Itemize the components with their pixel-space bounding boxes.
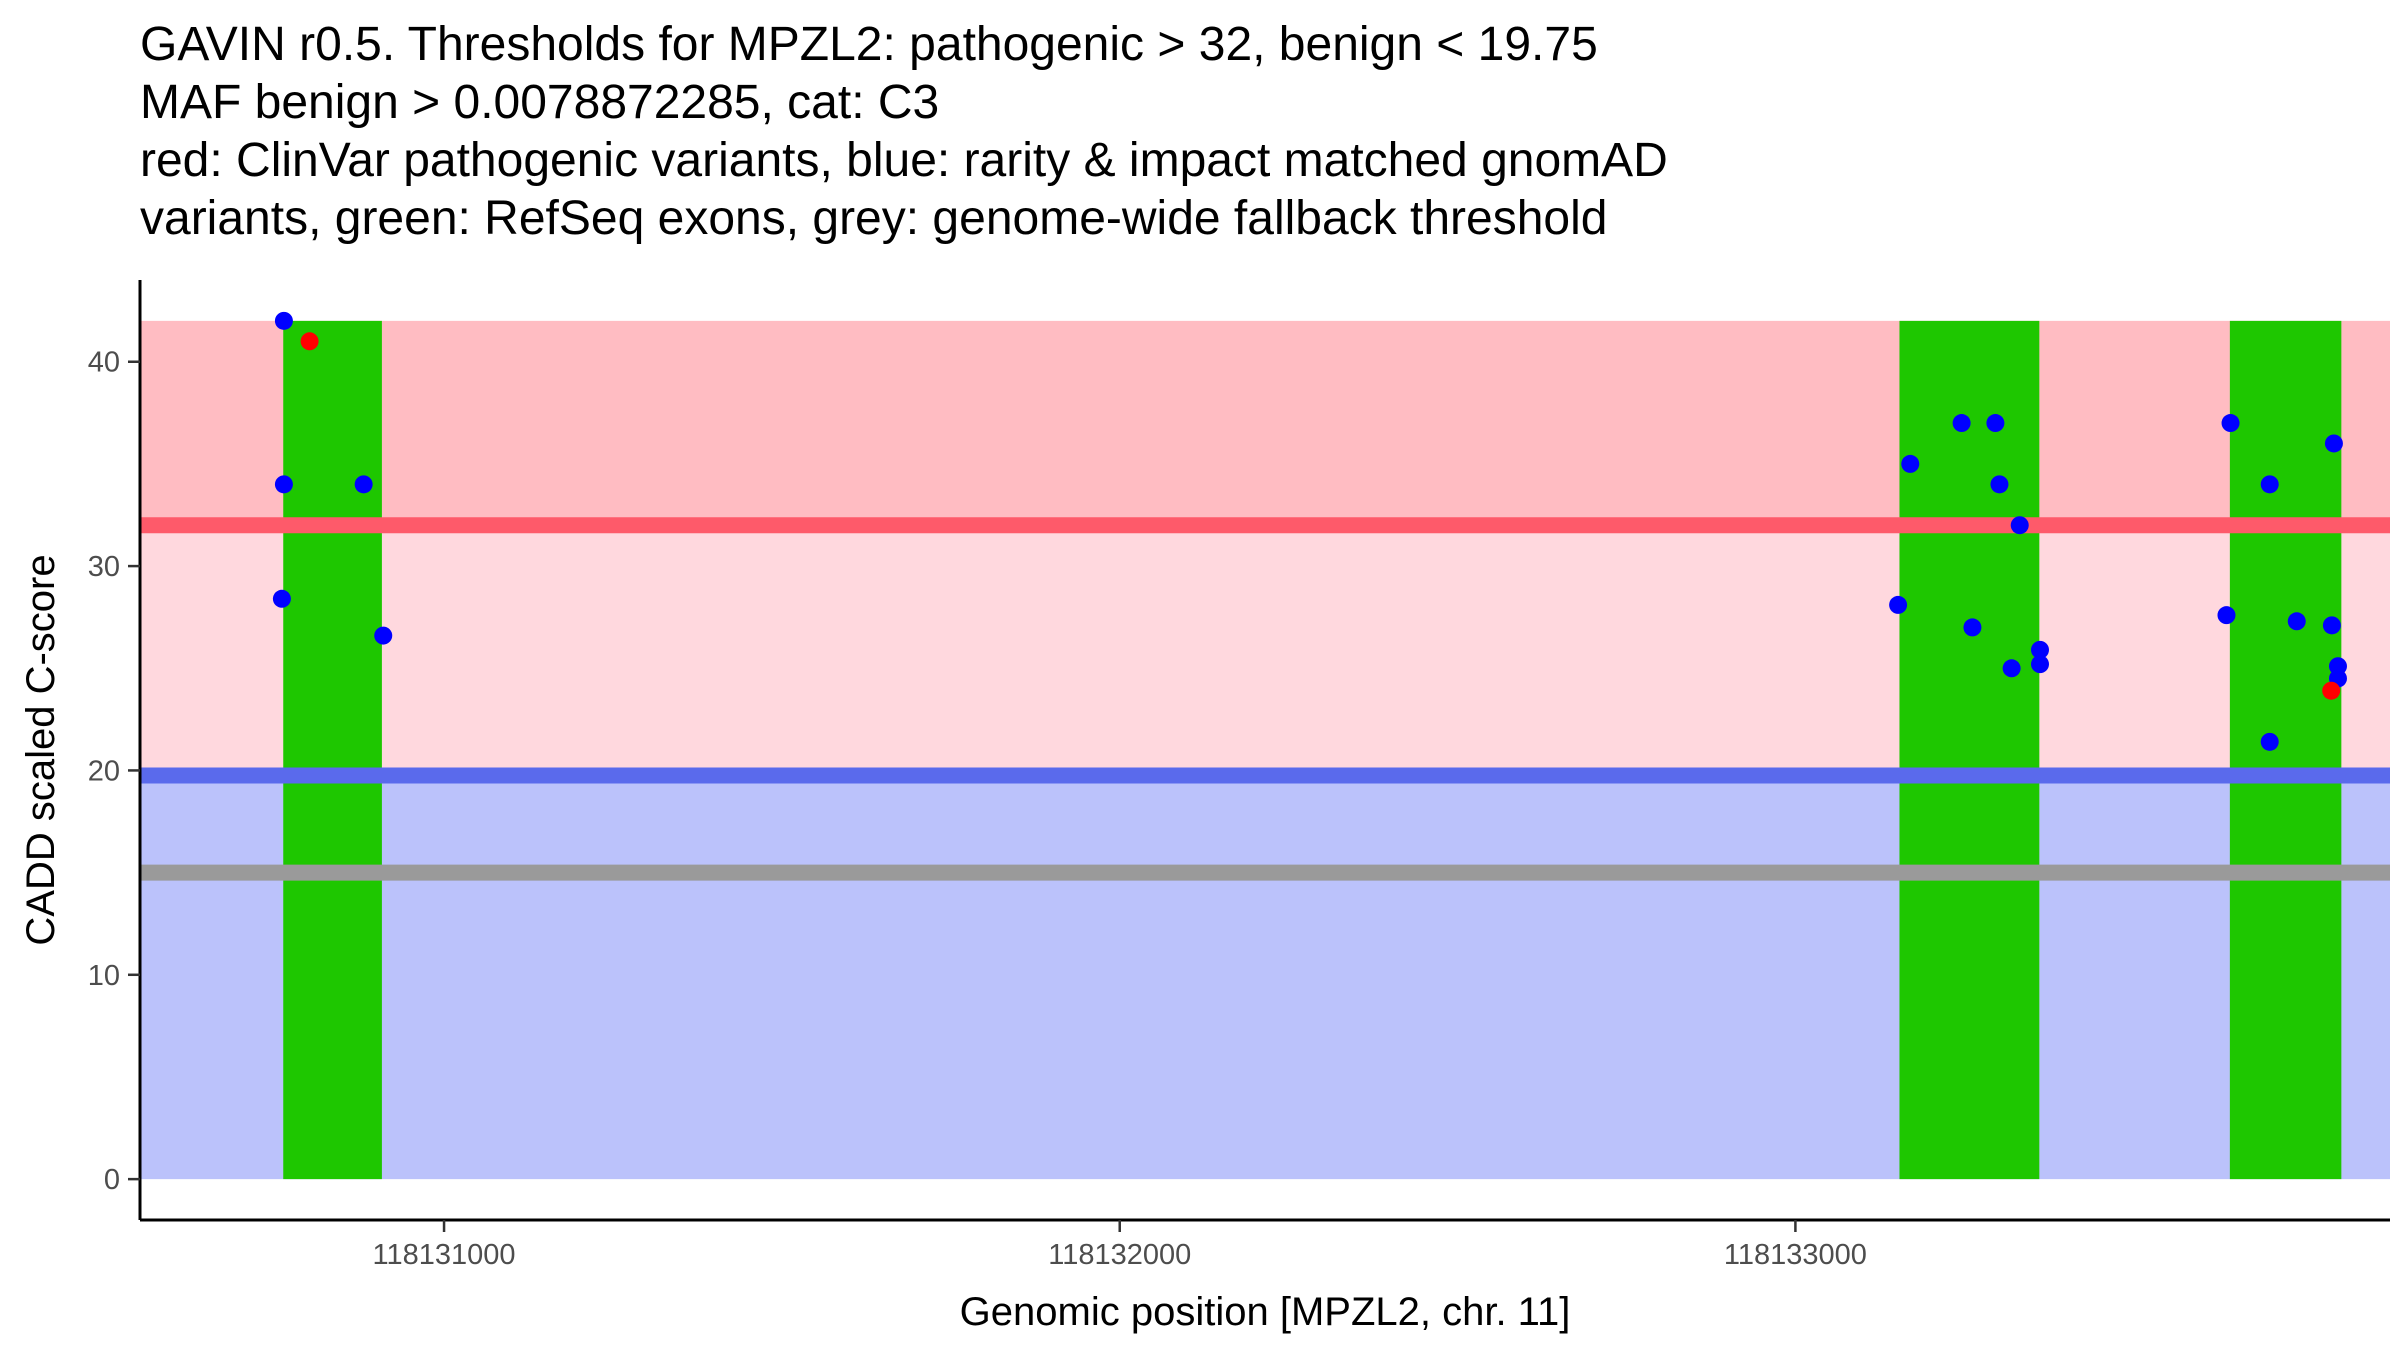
gnomad-point-21: [2324, 434, 2343, 453]
exon-regions: [283, 320, 2342, 1180]
y-tick-label: 20: [88, 755, 120, 787]
intermediate-band: [140, 525, 2390, 776]
gnomad-point-9: [1986, 414, 2005, 433]
gnomad-point-18: [2260, 475, 2279, 494]
clinvar-point-2: [2322, 681, 2341, 700]
title-line-4: variants, green: RefSeq exons, grey: gen…: [140, 192, 1608, 245]
data-points: [272, 311, 2347, 751]
gnomad-point-13: [2002, 659, 2021, 678]
gnomad-point-4: [354, 475, 373, 494]
gnomad-point-10: [1990, 475, 2009, 494]
exon-1: [283, 320, 382, 1180]
clinvar-point-1: [300, 332, 319, 351]
title-line-3: red: ClinVar pathogenic variants, blue: …: [140, 134, 1668, 187]
title-line-1: GAVIN r0.5. Thresholds for MPZL2: pathog…: [140, 18, 1598, 71]
pathogenic-band: [140, 320, 2390, 526]
gnomad-point-7: [1901, 454, 1920, 473]
gnomad-point-11: [2010, 516, 2029, 535]
y-axis-title: CADD scaled C-score: [19, 554, 63, 945]
gnomad-point-1: [274, 311, 293, 330]
gnomad-point-19: [2287, 612, 2306, 631]
y-tick-label: 0: [104, 1164, 120, 1196]
gnomad-point-22: [2322, 616, 2341, 635]
gnomad-point-16: [2221, 414, 2240, 433]
exon-2: [1899, 320, 2040, 1180]
threshold-bands: [140, 320, 2390, 1180]
title-line-2: MAF benign > 0.0078872285, cat: C3: [140, 76, 940, 129]
y-tick-label: 40: [88, 347, 120, 379]
x-axis-title: Genomic position [MPZL2, chr. 11]: [960, 1290, 1571, 1334]
gnomad-point-6: [1889, 595, 1908, 614]
gnomad-point-5: [374, 626, 393, 645]
gnomad-point-17: [2217, 606, 2236, 625]
y-tick-label: 30: [88, 551, 120, 583]
gnomad-point-8: [1952, 414, 1971, 433]
gnomad-point-20: [2260, 732, 2279, 751]
y-tick-label: 10: [88, 960, 120, 992]
x-tick-label: 118132000: [1048, 1239, 1191, 1271]
benign-band: [140, 775, 2390, 1180]
gnomad-point-15: [2031, 655, 2049, 674]
x-tick-label: 118133000: [1724, 1239, 1867, 1271]
gnomad-point-12: [1963, 618, 1982, 637]
axes: 0 10 20 30 40 118131000 118132000 118133000: [88, 280, 2390, 1271]
chart-title: GAVIN r0.5. Thresholds for MPZL2: pathog…: [140, 16, 1668, 248]
exon-3: [2229, 320, 2342, 1180]
gnomad-point-14: [2031, 640, 2049, 659]
gnomad-point-3: [272, 589, 291, 608]
gnomad-point-2: [274, 475, 293, 494]
x-tick-label: 118131000: [373, 1239, 516, 1271]
